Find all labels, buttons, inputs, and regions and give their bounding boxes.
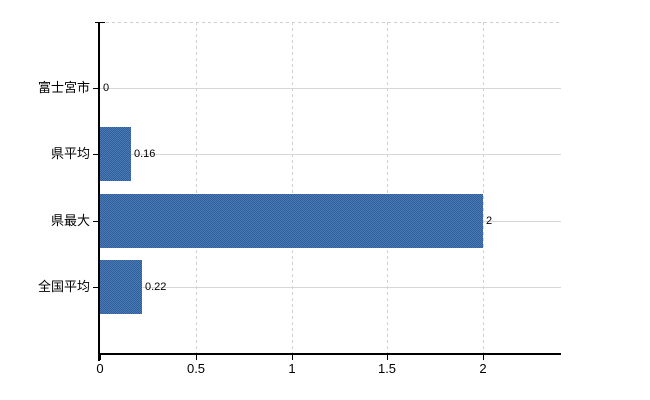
x-axis-tick <box>100 354 101 360</box>
x-axis-tick <box>483 354 484 360</box>
category-label: 全国平均 <box>37 279 90 294</box>
v-gridline <box>292 22 293 353</box>
y-axis-top-tick <box>95 22 105 23</box>
category-label: 県平均 <box>50 146 90 161</box>
y-axis-line <box>98 22 100 361</box>
bar <box>100 260 142 314</box>
value-label: 0.22 <box>145 281 167 293</box>
x-tick-label: 0.5 <box>186 361 206 376</box>
value-label: 2 <box>486 215 493 227</box>
h-gridline <box>100 287 561 288</box>
x-tick-label: 1.5 <box>377 361 397 376</box>
bar <box>100 194 483 248</box>
h-gridline <box>100 154 561 155</box>
v-gridline <box>387 22 388 353</box>
x-tick-label: 2 <box>479 361 487 376</box>
x-axis-tick <box>292 354 293 360</box>
category-label: 県最大 <box>50 213 90 228</box>
value-label: 0 <box>103 82 110 94</box>
bar <box>100 127 131 181</box>
y-axis-tick <box>93 88 100 89</box>
x-axis-line <box>98 353 561 355</box>
x-tick-label: 0 <box>96 361 104 376</box>
x-axis-tick <box>196 354 197 360</box>
h-gridline <box>100 88 561 89</box>
y-axis-tick <box>93 221 100 222</box>
plot-area <box>100 22 561 353</box>
y-axis-tick <box>93 154 100 155</box>
category-label: 富士宮市 <box>37 80 90 95</box>
plot-top-border <box>100 22 561 23</box>
x-axis-tick <box>387 354 388 360</box>
value-label: 0.16 <box>134 148 156 160</box>
v-gridline <box>483 22 484 353</box>
x-tick-label: 1 <box>288 361 296 376</box>
y-axis-tick <box>93 287 100 288</box>
v-gridline <box>196 22 197 353</box>
